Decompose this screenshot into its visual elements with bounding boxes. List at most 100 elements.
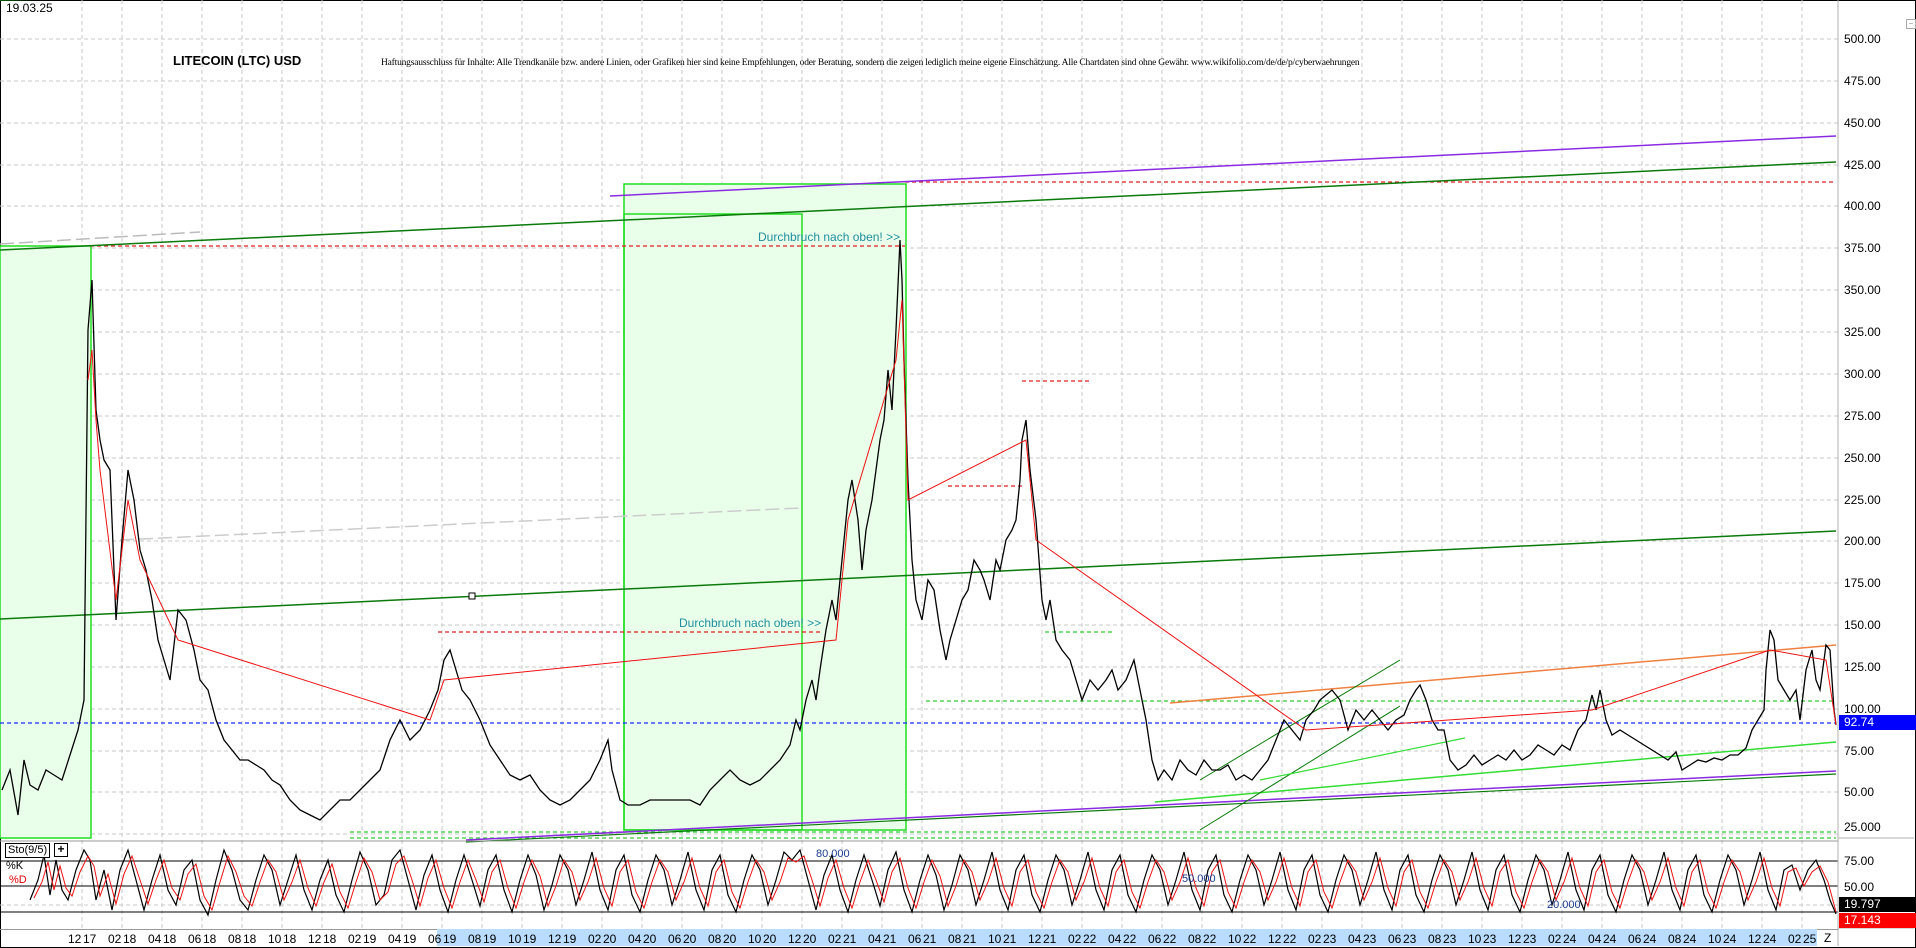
time-axis-label: 10 [268,932,282,946]
price-tick: 450.00 [1844,116,1881,130]
time-axis-label: 24 [1683,932,1697,946]
time-axis-label: 08 [228,932,242,946]
time-axis-label: 18 [163,932,177,946]
time-axis-label: 24 [1723,932,1737,946]
price-tick: 200.00 [1844,534,1881,548]
time-axis-label: 21 [1043,932,1057,946]
time-axis-label: 12 [308,932,322,946]
trendlines[interactable] [0,0,1837,843]
time-axis-label: 24 [1763,932,1777,946]
legend-d: %D [9,874,27,886]
time-axis-label: 23 [1443,932,1457,946]
price-tick: 175.00 [1844,576,1881,590]
green-mid-channel [0,530,1837,620]
time-axis-label: 06 [668,932,682,946]
time-axis-label: 10 [988,932,1002,946]
time-axis-label: 18 [283,932,297,946]
time-axis-label: 02 [1068,932,1082,946]
price-tick: 50.00 [1844,785,1875,799]
stoch-d-value: 17.143 [1839,913,1916,928]
price-tick: 500.00 [1844,32,1881,46]
time-axis-label: 12 [1028,932,1042,946]
disclaimer-text: Haftungsausschluss für Inhalte: Alle Tre… [381,58,1360,68]
time-axis-label: 20 [683,932,697,946]
time-axis-label: 08 [1428,932,1442,946]
chart-date: 19.03.25 [6,1,53,15]
purple-upper-channel [609,135,1837,197]
time-axis-label: 12 [548,932,562,946]
time-axis-label: 02 [828,932,842,946]
time-axis-label: 04 [868,932,882,946]
time-axis-label: 22 [1123,932,1137,946]
time-axis-label: 06 [1628,932,1642,946]
highlight-box-2017 [0,245,92,839]
time-axis-label: 06 [1148,932,1162,946]
time-axis-label: 25 [1803,932,1817,946]
time-axis-selection[interactable] [437,929,1817,946]
green-support [1154,741,1837,803]
time-axis-label: 23 [1523,932,1537,946]
trendline-handle[interactable] [468,592,476,600]
time-axis-label: 08 [468,932,482,946]
time-axis-label: 19 [563,932,577,946]
price-tick: 75.00 [1844,744,1875,758]
price-down-candles [87,299,1837,731]
price-tick: 425.00 [1844,158,1881,172]
purple-lower-channel [465,770,1837,841]
time-axis-label: 21 [843,932,857,946]
time-axis-label: 19 [523,932,537,946]
time-axis-label: 12 [1268,932,1282,946]
time-axis-label: 22 [1243,932,1257,946]
price-tick: 325.00 [1844,325,1881,339]
time-axis-label: 04 [1108,932,1122,946]
time-axis-label: 06 [1388,932,1402,946]
time-axis-label: 22 [1163,932,1177,946]
time-axis-label: 21 [963,932,977,946]
time-axis-label: 02 [348,932,362,946]
indicator-label[interactable]: Sto(9/5) [5,843,51,858]
time-axis-label: 06 [908,932,922,946]
price-tick: 475.00 [1844,74,1881,88]
chart-title: LITECOIN (LTC) USD [173,53,302,68]
time-axis-label: 10 [508,932,522,946]
time-axis-label: 10 [1468,932,1482,946]
time-axis-label: 10 [1708,932,1722,946]
time-axis-label: 18 [243,932,257,946]
time-axis-label: 10 [748,932,762,946]
osc-tick: 75.00 [1844,854,1875,868]
time-axis-label: 12 [788,932,802,946]
price-series [1,239,1837,821]
time-axis-label: 02 [1788,932,1802,946]
time-axis-label: 08 [1188,932,1202,946]
price-tick: 250.00 [1844,451,1881,465]
time-axis-label: 21 [923,932,937,946]
time-axis-label: 06 [188,932,202,946]
time-axis-label: 24 [1563,932,1577,946]
collapse-icon[interactable]: − [1906,19,1916,29]
time-axis-label: 04 [1348,932,1362,946]
time-axis-label: 04 [148,932,162,946]
time-axis-label: 02 [1308,932,1322,946]
time-axis-label: 20 [603,932,617,946]
legend-k: %K [6,860,24,872]
time-axis-label: 22 [1283,932,1297,946]
add-indicator-button[interactable]: + [54,843,68,857]
time-axis-label: 19 [443,932,457,946]
time-axis-label: 18 [323,932,337,946]
time-axis-label: 04 [388,932,402,946]
green-long-term-upper [0,161,1837,251]
time-axis-label: 18 [123,932,137,946]
time-axis-label: 22 [1083,932,1097,946]
time-axis-label: 17 [83,932,97,946]
time-axis-label: 12 [1508,932,1522,946]
time-axis-label: 23 [1403,932,1417,946]
price-tick: 300.00 [1844,367,1881,381]
osc-level-50: 50.000 [1182,873,1216,885]
time-axis-label: 20 [723,932,737,946]
price-tick: 25.000 [1844,820,1881,834]
time-axis-label: 19 [483,932,497,946]
time-axis-end[interactable]: Z [1824,931,1832,945]
time-axis-label: 24 [1603,932,1617,946]
price-tick: 375.00 [1844,241,1881,255]
